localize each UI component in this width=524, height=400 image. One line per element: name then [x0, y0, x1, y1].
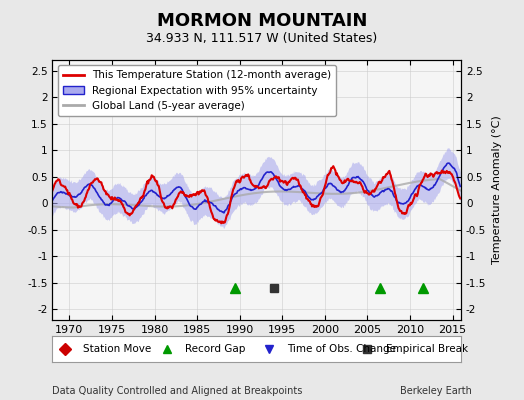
Text: Empirical Break: Empirical Break — [386, 344, 467, 354]
Text: Record Gap: Record Gap — [185, 344, 246, 354]
Text: Data Quality Controlled and Aligned at Breakpoints: Data Quality Controlled and Aligned at B… — [52, 386, 303, 396]
Text: 34.933 N, 111.517 W (United States): 34.933 N, 111.517 W (United States) — [146, 32, 378, 45]
Text: Berkeley Earth: Berkeley Earth — [400, 386, 472, 396]
Text: Station Move: Station Move — [83, 344, 151, 354]
Text: Time of Obs. Change: Time of Obs. Change — [288, 344, 397, 354]
Legend: This Temperature Station (12-month average), Regional Expectation with 95% uncer: This Temperature Station (12-month avera… — [58, 65, 336, 116]
Y-axis label: Temperature Anomaly (°C): Temperature Anomaly (°C) — [492, 116, 502, 264]
Text: MORMON MOUNTAIN: MORMON MOUNTAIN — [157, 12, 367, 30]
